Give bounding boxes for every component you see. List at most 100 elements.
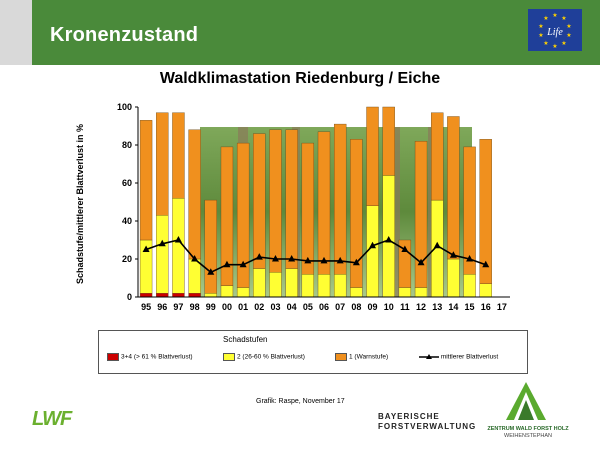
- x-tick-label: 00: [222, 302, 232, 312]
- y-tick-label: 100: [117, 102, 132, 112]
- mean-line-point: [401, 245, 409, 252]
- bavarian-forestry-logo: BAYERISCHE FORSTVERWALTUNG: [378, 412, 476, 432]
- bar-segment-00-s2: [220, 146, 234, 286]
- bar-segment-14-s1: [447, 258, 460, 298]
- x-tick-label: 02: [254, 302, 264, 312]
- x-tick-label: 13: [432, 302, 442, 312]
- page-title: Kronenzustand: [50, 24, 199, 46]
- forest-center-logo-icon: [506, 382, 546, 420]
- mean-line-point: [385, 236, 393, 243]
- bar-segment-16-s1: [479, 283, 492, 298]
- bar-segment-01-s2: [236, 142, 250, 288]
- chart-title: Waldklimastation Riedenburg / Eiche: [159, 70, 441, 87]
- bar-segment-95-s2: [139, 120, 153, 241]
- x-tick-label: 08: [351, 302, 361, 312]
- mean-line-point: [255, 253, 263, 260]
- x-tick-label: 09: [368, 302, 378, 312]
- bar-segment-09-s2: [366, 106, 379, 207]
- forest-center-logo: ZENTRUM WALD FORST HOLZ WEIHENSTEPHAN: [478, 426, 578, 440]
- mean-line-point: [466, 255, 474, 262]
- bars-group: [139, 106, 492, 298]
- mean-line-point: [449, 251, 457, 258]
- mean-line-point: [304, 256, 312, 264]
- legend-item-mean-line: mittlerer Blattverlust: [419, 353, 498, 361]
- bar-segment-08-s2: [350, 139, 363, 288]
- bar-segment-06-s1: [317, 274, 331, 298]
- bar-segment-12-s2: [414, 140, 428, 288]
- x-tick-label: 06: [319, 302, 329, 312]
- bar-segment-00-s1: [220, 285, 234, 298]
- legend-swatch-severe: [107, 353, 119, 361]
- y-tick-label: 40: [122, 216, 132, 226]
- bar-segment-97-s0: [172, 293, 185, 298]
- forest-center-line-1: ZENTRUM WALD FORST HOLZ: [487, 426, 569, 432]
- bar-segment-97-s2: [172, 112, 185, 199]
- x-tick-label: 01: [238, 302, 248, 312]
- bar-segment-98-s1: [188, 258, 201, 294]
- bar-segment-02-s1: [253, 268, 266, 298]
- x-tick-label: 98: [190, 302, 200, 312]
- bar-segment-12-s1: [414, 287, 428, 298]
- bar-segment-99-s1: [204, 293, 217, 298]
- y-tick-label: 0: [127, 292, 132, 302]
- bar-segment-14-s2: [447, 116, 460, 260]
- y-tick-label: 60: [122, 178, 132, 188]
- legend-label-severe: 3+4 (> 61 % Blattverlust): [121, 353, 193, 361]
- mean-line: [145, 239, 487, 274]
- bar-segment-96-s1: [156, 215, 169, 294]
- bar-segment-11-s2: [398, 239, 412, 288]
- mean-line-point: [320, 256, 328, 264]
- legend-swatch-moderate: [223, 353, 235, 361]
- x-tick-label: 95: [141, 302, 151, 312]
- bar-segment-09-s1: [366, 205, 379, 298]
- bar-segment-15-s2: [463, 146, 476, 275]
- mean-line-point: [288, 255, 296, 262]
- x-tick-label: 99: [206, 302, 216, 312]
- mean-line-point: [191, 255, 199, 262]
- header-bar: Kronenzustand ★ ★ ★ ★ ★ ★ ★ ★ ★ ★ Life: [32, 0, 600, 65]
- svg-text:★: ★: [566, 23, 571, 30]
- x-tick-label: 10: [384, 302, 394, 312]
- legend-item-warning: 1 (Warnstufe): [335, 353, 388, 361]
- bavarian-forestry-line-2: FORSTVERWALTUNG: [378, 422, 477, 431]
- mean-line-point: [352, 258, 360, 266]
- lwf-logo: LWF: [32, 408, 72, 430]
- x-tick-label: 14: [448, 302, 458, 312]
- mean-line-point: [336, 256, 344, 264]
- bar-chart: 0 20 40 60 80 100 95 96 97 98 99 00 01 02 03 04 05 06 07 08…: [117, 102, 510, 312]
- x-tick-label: 04: [287, 302, 297, 312]
- bar-segment-04-s2: [285, 129, 298, 269]
- bar-segment-03-s2: [269, 129, 282, 273]
- x-tick-label: 03: [270, 302, 280, 312]
- bar-segment-03-s1: [269, 272, 282, 298]
- bar-segment-99-s2: [204, 199, 217, 294]
- bar-segment-16-s2: [479, 139, 492, 284]
- bar-segment-96-s2: [156, 112, 169, 216]
- svg-text:★: ★: [552, 43, 557, 50]
- mean-line-point: [223, 260, 231, 268]
- mean-line-point: [482, 260, 490, 268]
- legend-line-symbol: [419, 354, 439, 359]
- bavarian-forestry-line-1: BAYERISCHE: [378, 412, 440, 421]
- legend-label-moderate: 2 (26-60 % Blattverlust): [237, 353, 305, 361]
- bar-segment-01-s1: [236, 287, 250, 298]
- mean-line-point: [142, 245, 150, 252]
- eu-life-logo: ★ ★ ★ ★ ★ ★ ★ ★ ★ ★ Life: [528, 9, 582, 51]
- mean-line-point: [207, 268, 215, 275]
- x-tick-label: 12: [416, 302, 426, 312]
- mean-line-group: [142, 236, 490, 275]
- mean-line-point: [271, 255, 279, 262]
- legend-item-moderate: 2 (26-60 % Blattverlust): [223, 353, 305, 361]
- bar-segment-96-s0: [156, 293, 169, 298]
- axes-group: [135, 106, 510, 298]
- svg-text:★: ★: [566, 32, 571, 39]
- svg-text:★: ★: [552, 12, 557, 19]
- mean-line-point: [239, 260, 247, 268]
- bar-segment-10-s2: [382, 106, 395, 176]
- chart-credit: Grafik: Raspe, November 17: [256, 398, 345, 405]
- mean-line-point: [417, 258, 425, 266]
- mean-line-point: [158, 239, 166, 247]
- x-tick-label: 17: [497, 302, 507, 312]
- legend-label-warning: 1 (Warnstufe): [349, 353, 389, 361]
- bar-segment-95-s0: [139, 293, 153, 298]
